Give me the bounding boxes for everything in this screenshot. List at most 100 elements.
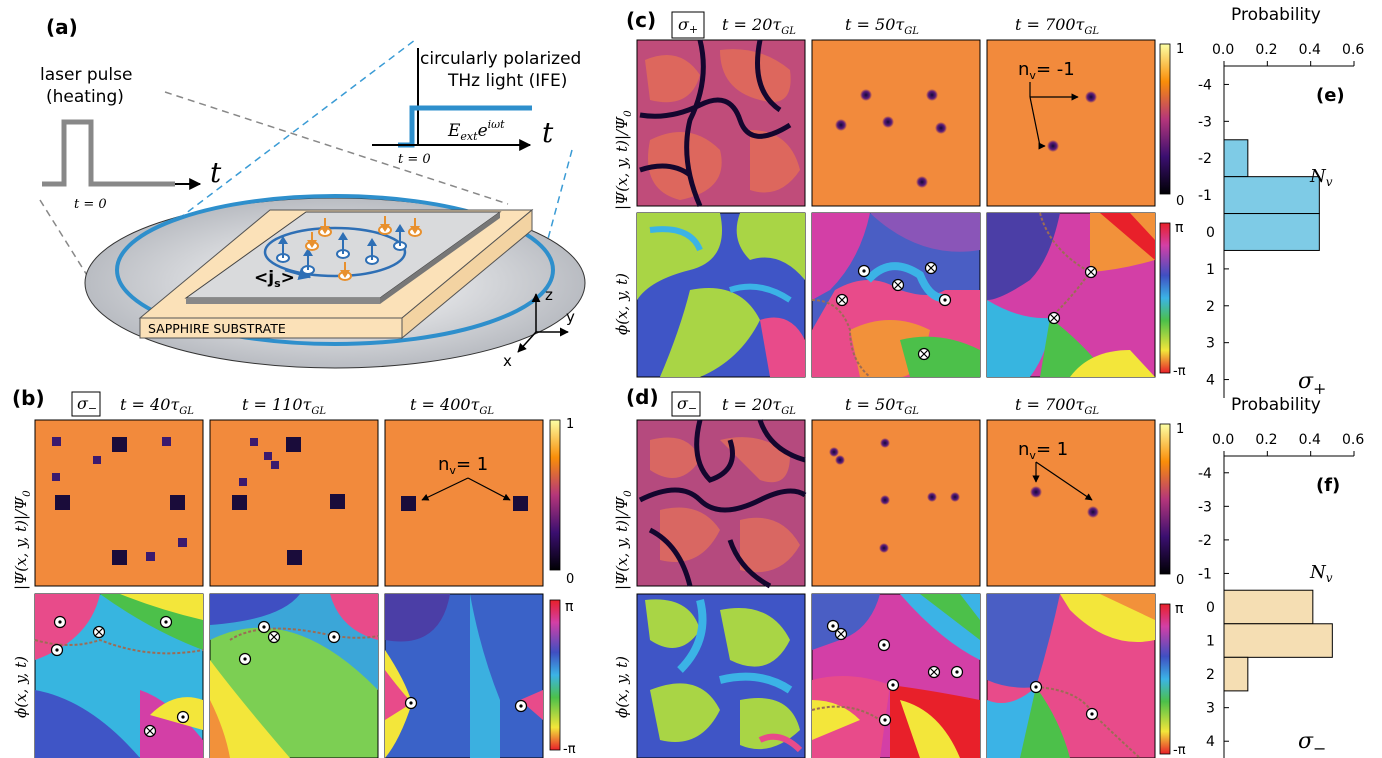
vortex-marker-icon <box>257 620 271 634</box>
vortex-core <box>880 438 890 448</box>
vortex-core <box>880 495 890 505</box>
vortex-core <box>879 543 889 553</box>
vortex-core <box>162 437 171 446</box>
x-axis-label: x <box>503 352 512 370</box>
spin-up <box>276 236 290 263</box>
vortex-core <box>401 496 416 511</box>
histogram-bar <box>1223 623 1333 658</box>
amplitude-row-label: |Ψ(x, y, t)|/Ψ0 <box>613 110 634 210</box>
x-tick-label: 0.6 <box>1342 42 1364 58</box>
projection-line-blue <box>544 149 573 251</box>
y-tick-label: -4 <box>1198 77 1212 93</box>
histogram-bar <box>1223 656 1249 692</box>
amplitude-map: nv= 1 <box>986 419 1156 587</box>
colorbar-min: 0 <box>566 572 574 587</box>
time-label: t = 700τGL <box>1015 395 1099 417</box>
vortex-core <box>286 437 301 452</box>
thin-film-edge <box>186 298 380 304</box>
phase-colorbar <box>1159 222 1171 374</box>
phase-row-label: ϕ(x, y, t) <box>12 656 30 718</box>
vortex-core <box>170 495 185 510</box>
y-tick-label: -4 <box>1198 466 1212 482</box>
x-axis-arrow <box>517 331 537 353</box>
antivortex-marker-icon <box>834 627 848 641</box>
colorbar-min: -π <box>1173 364 1186 379</box>
vortex-core <box>926 89 938 101</box>
laser-pulse-trace <box>42 119 175 187</box>
phase-colorbar <box>549 599 561 751</box>
vortex-marker-icon <box>404 696 418 710</box>
vortex-markers <box>50 261 1099 738</box>
histogram-ylabel: Nv <box>1309 562 1333 585</box>
amplitude-map <box>636 39 806 207</box>
time-label: t = 700τGL <box>1015 15 1099 37</box>
time-label: t = 20τGL <box>722 395 796 417</box>
vortex-core <box>264 452 272 460</box>
y-tick-label: -2 <box>1198 151 1212 167</box>
phase-map <box>811 593 981 758</box>
vortex-core <box>513 496 528 511</box>
vortex-core <box>52 473 60 481</box>
vortex-core <box>916 176 928 188</box>
amplitude-map: nv= 1 <box>384 419 544 587</box>
vortex-core <box>1030 486 1042 498</box>
colorbar-max: 1 <box>566 417 574 432</box>
thz-label-1: circularly polarized <box>420 49 581 69</box>
vortex-core <box>950 492 960 502</box>
thz-t-zero: t = 0 <box>398 152 431 167</box>
vortex-core <box>835 455 845 465</box>
panel-c-label: (c) <box>626 8 656 32</box>
projection-line <box>164 91 509 205</box>
amplitude-colorbar <box>549 419 561 571</box>
x-tick-label: 0.4 <box>1299 42 1321 58</box>
sigma-plus-label: σ+ <box>678 15 698 36</box>
amplitude-map <box>34 419 204 587</box>
laser-t-zero: t = 0 <box>74 197 107 212</box>
amplitude-map <box>209 419 379 587</box>
colorbar-max: 1 <box>1176 422 1184 437</box>
supercurrent-arrow <box>284 267 312 280</box>
polarization-label: σ− <box>1298 729 1326 758</box>
antivortex-marker-icon <box>891 278 905 292</box>
spin-up <box>365 238 379 265</box>
x-tick-label: 0.4 <box>1299 432 1321 448</box>
phase-map <box>636 593 806 758</box>
vortex-core <box>1087 506 1099 518</box>
phase-colorbar <box>1159 603 1171 755</box>
y-axis-label: y <box>566 308 575 326</box>
amplitude-row-label: |Ψ(x, y, t)|/Ψ0 <box>12 490 33 590</box>
y-tick-label: 2 <box>1206 299 1215 315</box>
y-tick-label: 4 <box>1206 373 1215 389</box>
spin-up <box>336 232 350 259</box>
spin-down <box>408 218 422 237</box>
phase-map <box>986 212 1156 378</box>
colorbar-max: π <box>565 599 574 615</box>
vortex-marker-icon <box>950 665 964 679</box>
y-tick-label: -1 <box>1198 566 1212 582</box>
nv-annotation: nv= 1 <box>1018 439 1068 462</box>
vortex-core <box>239 478 247 486</box>
supercurrent-loop <box>263 226 407 278</box>
vortex-marker-icon <box>176 710 190 724</box>
y-tick-label: 2 <box>1206 667 1215 683</box>
colorbar-max: 1 <box>1176 42 1184 57</box>
amplitude-map <box>636 419 807 589</box>
colorbar-max: π <box>1175 601 1184 617</box>
colorbar-min: -π <box>563 742 576 757</box>
histogram-bar <box>1223 139 1249 178</box>
phase-map <box>384 593 544 758</box>
vortex-core <box>927 492 937 502</box>
histogram-bar <box>1223 176 1320 215</box>
panel-d-label: (d) <box>626 385 659 409</box>
vortex-core <box>829 447 839 457</box>
spin-down <box>318 218 332 237</box>
y-tick-label: -3 <box>1198 499 1212 515</box>
x-tick-label: 0.2 <box>1255 42 1277 58</box>
nv-arrow <box>1035 461 1093 501</box>
nv-arrow <box>467 477 511 501</box>
colorbar-min: 0 <box>1176 194 1184 209</box>
nv-annotation: nv= 1 <box>438 454 488 477</box>
field-label: Eexteiωt <box>447 118 505 143</box>
thz-beam-ring <box>115 194 555 346</box>
y-tick-label: 1 <box>1206 262 1215 278</box>
